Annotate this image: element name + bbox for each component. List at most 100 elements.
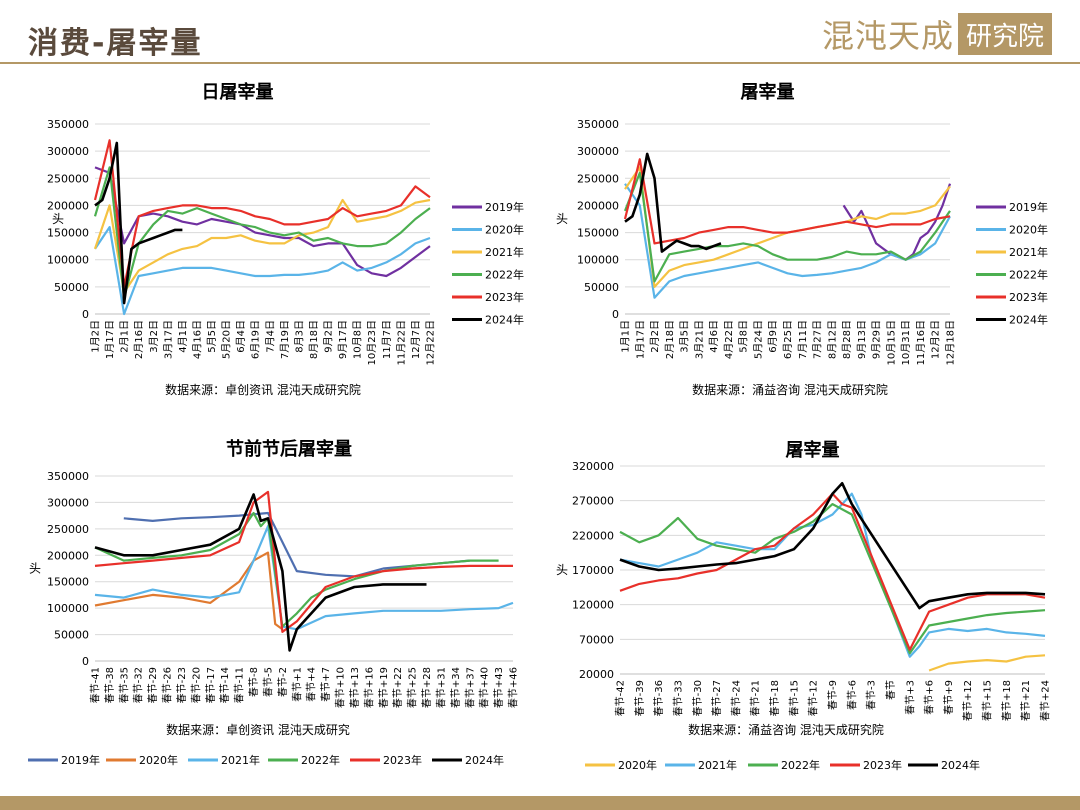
x-tick-label: 6月4日 (235, 320, 247, 353)
y-tick-label: 150000 (47, 576, 89, 589)
x-tick-label: 10月15日 (885, 320, 897, 365)
y-tick-label: 320000 (572, 460, 614, 473)
y-axis-label: 头 (556, 563, 568, 577)
x-tick-label: 3月2日 (148, 320, 160, 353)
y-tick-label: 100000 (577, 254, 619, 267)
x-tick-label: 9月17日 (337, 320, 349, 359)
x-tick-label: 春节+21 (1020, 680, 1032, 721)
legend-entry: 2022年 (781, 758, 820, 772)
brand-logo: 混沌天成 研究院 (822, 13, 1052, 55)
series-line-3 (619, 502, 1046, 655)
series-line-5 (619, 481, 1046, 610)
y-tick-label: 200000 (577, 199, 619, 212)
y-tick-label: 350000 (47, 118, 89, 131)
chart-festival-slaughter: 节前节后屠宰量 0 50000 100000 150000 200000 250000 300… (28, 438, 520, 767)
y-tick-label: 200000 (47, 199, 89, 212)
legend-entry: 2021年 (221, 753, 260, 767)
x-tick-label: 4月1日 (177, 320, 189, 353)
x-tick-label: 春节-35 (118, 667, 130, 703)
x-tick-label: 春节-32 (133, 667, 145, 703)
legend-entry: 2021年 (698, 758, 737, 772)
x-tick-label: 春节-9 (827, 680, 839, 710)
legend-entry: 2020年 (618, 758, 657, 772)
series-line-2 (94, 226, 431, 316)
legend-entry: 2019年 (485, 200, 524, 214)
y-tick-label: 20000 (579, 668, 614, 681)
series-line-2 (619, 492, 1046, 658)
legend-entry: 2024年 (941, 758, 980, 772)
x-tick-label: 春节+43 (493, 667, 505, 708)
x-tick-label: 8月18日 (308, 320, 320, 359)
x-tick-label: 1月2日 (90, 320, 102, 353)
legend-entry: 2022年 (485, 268, 524, 282)
x-tick-label: 2月16日 (133, 320, 145, 359)
x-tick-label: 12月7日 (410, 320, 422, 359)
y-tick-label: 350000 (47, 470, 89, 483)
x-tick-label: 春节+15 (982, 680, 994, 721)
x-tick-label: 春节+28 (421, 667, 433, 708)
x-tick-label: 10月8日 (352, 320, 364, 359)
x-tick-label: 春节-18 (769, 680, 781, 716)
x-tick-label: 7月4日 (264, 320, 276, 353)
data-source: 数据来源：涌益咨询 混沌天成研究院 (688, 722, 884, 737)
series-line-1 (842, 183, 952, 261)
x-tick-label: 春节+7 (320, 667, 332, 702)
y-tick-label: 120000 (572, 599, 614, 612)
y-tick-label: 100000 (47, 602, 89, 615)
x-tick-label: 1月17日 (104, 320, 116, 359)
x-tick-label: 春节-21 (750, 680, 762, 716)
x-tick-label: 春节-3 (866, 680, 878, 710)
x-tick-label: 11月7日 (381, 320, 393, 359)
legend-entry: 2020年 (139, 753, 178, 767)
x-tick-label: 春节+18 (1001, 680, 1013, 721)
series-line-1 (928, 654, 1046, 672)
x-tick-label: 10月23日 (366, 320, 378, 365)
x-tick-label: 春节-8 (248, 667, 260, 697)
legend-entry: 2022年 (1009, 268, 1048, 282)
x-tick-label: 6月19日 (250, 320, 262, 359)
page-title: 消费-屠宰量 (28, 26, 203, 61)
series-line-5 (623, 158, 951, 245)
x-tick-label: 11月22日 (395, 320, 407, 365)
x-tick-label: 8月28日 (841, 320, 853, 359)
legend-entry: 2023年 (485, 290, 524, 304)
x-tick-label: 春节+1 (291, 667, 303, 702)
legend-entry: 2020年 (1009, 223, 1048, 237)
x-tick-label: 春节+46 (508, 667, 520, 708)
y-tick-label: 300000 (47, 496, 89, 509)
x-tick-label: 春节-33 (672, 680, 684, 716)
x-tick-label: 春节-15 (788, 680, 800, 716)
x-tick-label: 9月13日 (856, 320, 868, 359)
x-tick-label: 8月3日 (293, 320, 305, 353)
x-tick-label: 7月27日 (812, 320, 824, 359)
series-line-4 (93, 166, 431, 299)
x-tick-label: 3月5日 (679, 320, 691, 353)
x-tick-label: 春节-38 (104, 667, 116, 703)
series-line-1 (94, 166, 431, 278)
legend-entry: 2024年 (485, 313, 524, 327)
series-line-6 (94, 493, 427, 652)
x-tick-label: 5月5日 (206, 320, 218, 353)
y-axis-label: 头 (52, 212, 64, 226)
x-tick-label: 春节+37 (464, 667, 476, 708)
y-tick-label: 50000 (54, 629, 89, 642)
x-tick-label: 4月6日 (708, 320, 720, 353)
y-tick-label: 250000 (577, 172, 619, 185)
x-tick-label: 春节-5 (262, 667, 274, 697)
series-line-6 (624, 152, 722, 253)
legend-entry: 2023年 (863, 758, 902, 772)
footer-bar (0, 796, 1080, 810)
x-tick-label: 春节-27 (711, 680, 723, 716)
x-tick-label: 5月24日 (752, 320, 764, 359)
chart-title: 屠宰量 (741, 81, 795, 103)
series-line-5 (94, 490, 513, 633)
x-tick-label: 3月21日 (693, 320, 705, 359)
x-tick-label: 春节-23 (176, 667, 188, 703)
legend-entry: 2021年 (485, 245, 524, 259)
legend-entry: 2019年 (1009, 200, 1048, 214)
series-line-1 (123, 511, 470, 578)
legend-entry: 2023年 (383, 753, 422, 767)
x-tick-label: 7月11日 (797, 320, 809, 359)
x-tick-label: 春节+4 (306, 667, 318, 702)
y-tick-label: 150000 (47, 227, 89, 240)
